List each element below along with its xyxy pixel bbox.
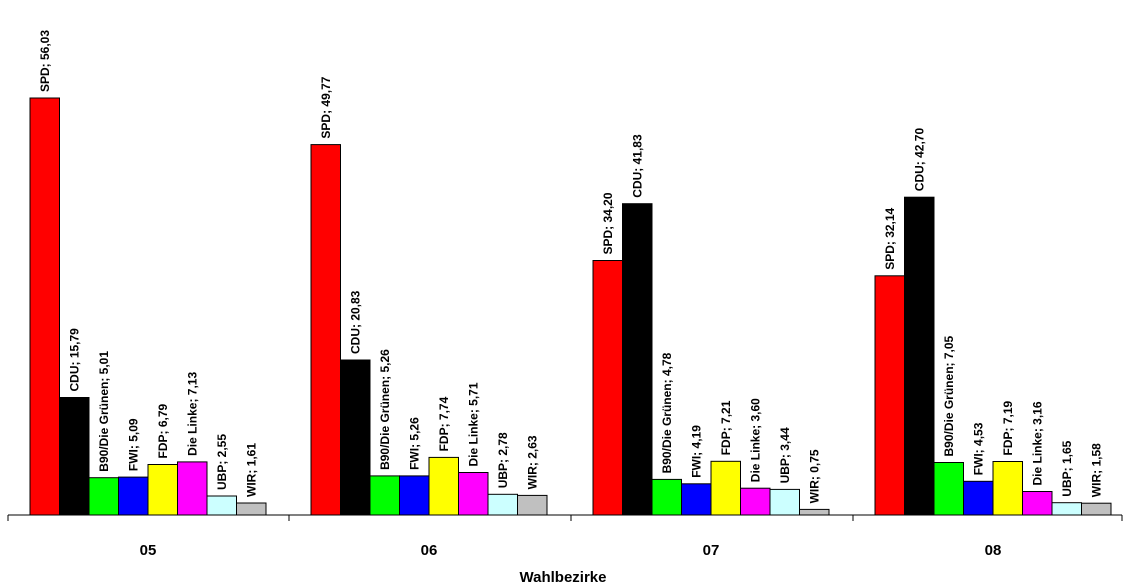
bar-fdp-07	[710, 460, 741, 516]
bar-ubp-08	[1051, 502, 1082, 516]
bar-cdu-06	[340, 359, 371, 516]
data-label: FWI; 5,26	[407, 417, 421, 470]
bar-fwi-07	[681, 483, 712, 516]
bar-die-linke-06	[458, 472, 489, 516]
bar-spd-08	[874, 275, 905, 516]
data-label: Die Linke; 3,16	[1030, 401, 1044, 485]
bar-b90-die-gr-nen-07	[651, 478, 682, 516]
bar-fwi-08	[963, 480, 994, 516]
data-labels-group: SPD; 56,03 CDU; 15,79 B90/Die Grünen; 5,01…	[38, 30, 1104, 504]
data-label: Die Linke; 3,60	[748, 398, 762, 482]
data-label: FDP; 7,74	[437, 396, 451, 451]
data-label: SPD; 34,20	[601, 192, 615, 254]
bar-spd-06	[310, 144, 341, 516]
data-label: FWI; 5,09	[126, 418, 140, 471]
data-label: UBP; 2,55	[215, 434, 229, 490]
bar-spd-05	[29, 97, 60, 516]
x-tick-label: 08	[985, 542, 1002, 559]
data-label: FDP; 7,19	[1001, 400, 1015, 455]
bar-wir-08	[1081, 502, 1112, 516]
x-axis-title: Wahlbezirke	[520, 569, 607, 586]
bar-die-linke-08	[1022, 491, 1053, 516]
bar-wir-06	[517, 494, 548, 516]
bar-cdu-07	[622, 203, 653, 516]
data-label: Die Linke; 5,71	[466, 382, 480, 466]
data-label: FDP; 6,79	[156, 403, 170, 458]
data-label: UBP; 2,78	[496, 432, 510, 488]
bar-fwi-05	[118, 476, 149, 516]
bar-ubp-06	[487, 493, 518, 516]
bar-cdu-05	[59, 397, 90, 516]
data-label: Die Linke; 7,13	[185, 372, 199, 456]
data-label: SPD; 56,03	[38, 30, 52, 92]
bar-b90-die-gr-nen-08	[933, 462, 964, 516]
data-label: FDP; 7,21	[719, 400, 733, 455]
bar-fdp-06	[428, 456, 459, 516]
data-label: B90/Die Grünen; 5,26	[378, 349, 392, 470]
data-label: CDU; 15,79	[67, 328, 81, 392]
bar-spd-07	[592, 260, 623, 516]
data-label: UBP; 1,65	[1060, 440, 1074, 496]
x-ticks-group: 05 06 07 08	[7, 515, 1123, 559]
bar-fwi-06	[399, 475, 430, 516]
bar-cdu-08	[904, 196, 935, 516]
data-label: WIR; 0,75	[807, 449, 821, 503]
data-label: WIR; 1,58	[1089, 443, 1103, 497]
x-tick-label: 07	[703, 542, 720, 559]
data-label: WIR; 1,61	[244, 443, 258, 497]
bar-b90-die-gr-nen-05	[88, 477, 119, 516]
bar-fdp-05	[147, 464, 178, 516]
bar-b90-die-gr-nen-06	[369, 475, 400, 516]
data-label: SPD; 32,14	[883, 207, 897, 269]
data-label: UBP; 3,44	[778, 427, 792, 483]
data-label: WIR; 2,63	[525, 435, 539, 489]
data-label: B90/Die Grünen; 4,78	[660, 352, 674, 473]
bars-group	[29, 97, 1112, 516]
bar-wir-07	[799, 508, 830, 516]
bar-die-linke-07	[740, 487, 771, 516]
data-label: SPD; 49,77	[319, 76, 333, 138]
bar-fdp-08	[992, 461, 1023, 516]
data-label: FWI; 4,19	[689, 425, 703, 478]
data-label: B90/Die Grünen; 5,01	[97, 351, 111, 472]
bar-die-linke-05	[177, 461, 208, 516]
x-tick-label: 05	[140, 542, 157, 559]
data-label: CDU; 42,70	[912, 128, 926, 192]
bar-ubp-05	[206, 495, 237, 516]
data-label: CDU; 20,83	[348, 290, 362, 354]
bar-wir-05	[236, 502, 267, 516]
data-label: FWI; 4,53	[971, 422, 985, 475]
data-label: CDU; 41,83	[630, 134, 644, 198]
x-tick-label: 06	[421, 542, 438, 559]
data-label: B90/Die Grünen; 7,05	[942, 335, 956, 456]
bar-ubp-07	[769, 488, 800, 516]
